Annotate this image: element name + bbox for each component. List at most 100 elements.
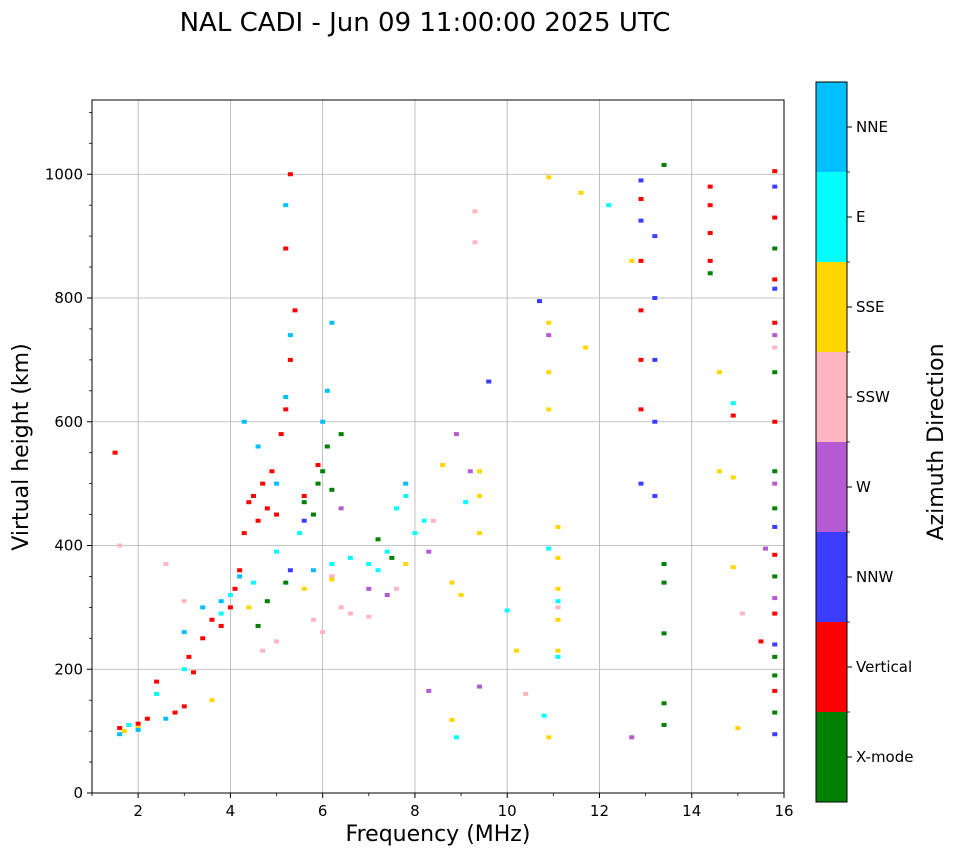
- data-point: [453, 432, 459, 437]
- data-point: [255, 623, 261, 628]
- y-tick-label: 400: [54, 537, 83, 555]
- data-point: [772, 277, 778, 282]
- data-point: [426, 549, 432, 554]
- data-point: [739, 611, 745, 616]
- data-point: [661, 162, 667, 167]
- data-point: [555, 586, 561, 591]
- data-point: [366, 586, 372, 591]
- data-point: [772, 370, 778, 375]
- data-point: [638, 357, 644, 362]
- data-point: [163, 716, 169, 721]
- data-point: [117, 543, 123, 548]
- data-point: [403, 562, 409, 567]
- data-point: [246, 605, 252, 610]
- colorbar-segment: [816, 712, 847, 802]
- data-point: [735, 726, 741, 731]
- data-point: [232, 586, 238, 591]
- data-point: [320, 419, 326, 424]
- data-point: [504, 608, 510, 613]
- data-point: [707, 258, 713, 263]
- data-point: [200, 636, 206, 641]
- data-point: [283, 203, 289, 208]
- data-point: [555, 599, 561, 604]
- data-points: [112, 162, 778, 740]
- colorbar-segment: [816, 532, 847, 622]
- data-point: [190, 670, 196, 675]
- data-point: [477, 531, 483, 536]
- data-point: [546, 370, 552, 375]
- plot-frame: [91, 99, 785, 794]
- data-point: [661, 701, 667, 706]
- data-point: [772, 673, 778, 678]
- data-point: [772, 574, 778, 579]
- colorbar-label-e: E: [856, 208, 865, 226]
- data-point: [716, 469, 722, 474]
- data-point: [121, 729, 127, 734]
- data-point: [772, 286, 778, 291]
- grid-lines: [92, 100, 785, 794]
- data-point: [283, 580, 289, 585]
- colorbar-frame: [815, 81, 848, 803]
- data-point: [287, 357, 293, 362]
- colorbar-label-w: W: [856, 478, 871, 496]
- plot-area: 2 4 6 8 10 12 14 16 0 200 400 600 800 1000: [45, 99, 794, 820]
- data-point: [287, 333, 293, 338]
- series-nne: [117, 203, 409, 737]
- data-point: [117, 726, 123, 731]
- series-vertical: [112, 169, 778, 731]
- data-point: [237, 574, 243, 579]
- data-point: [297, 531, 303, 536]
- data-point: [347, 611, 353, 616]
- y-tick-label: 0: [73, 784, 83, 802]
- data-point: [536, 299, 542, 304]
- data-point: [255, 444, 261, 449]
- colorbar: X-mode Vertical NNW W SSW SSE E NNE: [815, 81, 913, 803]
- data-point: [472, 240, 478, 245]
- data-point: [730, 565, 736, 570]
- data-point: [283, 395, 289, 399]
- data-point: [458, 593, 464, 597]
- data-point: [274, 549, 280, 554]
- data-point: [154, 679, 160, 684]
- data-point: [638, 407, 644, 412]
- data-point: [772, 688, 778, 693]
- data-point: [652, 296, 658, 300]
- data-point: [555, 617, 561, 622]
- data-point: [546, 735, 552, 740]
- data-point: [292, 308, 298, 313]
- data-point: [241, 531, 247, 536]
- data-point: [246, 500, 252, 505]
- data-point: [583, 345, 589, 350]
- data-point: [772, 524, 778, 529]
- data-point: [269, 469, 275, 474]
- data-point: [181, 630, 187, 635]
- data-point: [403, 494, 409, 498]
- data-point: [200, 605, 206, 610]
- data-point: [440, 463, 446, 468]
- data-point: [555, 605, 561, 610]
- data-point: [315, 481, 321, 486]
- data-point: [310, 568, 316, 573]
- x-tick-label: 4: [226, 802, 236, 820]
- data-point: [661, 631, 667, 636]
- data-point: [117, 732, 123, 737]
- data-point: [707, 231, 713, 236]
- data-point: [772, 732, 778, 737]
- data-point: [338, 432, 344, 437]
- data-point: [310, 512, 316, 517]
- data-point: [384, 593, 390, 597]
- data-point: [274, 639, 280, 644]
- data-point: [555, 654, 561, 659]
- data-point: [264, 599, 270, 604]
- x-tick-label: 8: [410, 802, 420, 820]
- data-point: [310, 617, 316, 622]
- data-point: [260, 481, 266, 486]
- data-point: [661, 562, 667, 567]
- data-point: [772, 642, 778, 647]
- data-point: [661, 580, 667, 585]
- data-point: [421, 518, 427, 523]
- data-point: [652, 234, 658, 239]
- data-point: [274, 481, 280, 486]
- x-tick-label: 6: [318, 802, 328, 820]
